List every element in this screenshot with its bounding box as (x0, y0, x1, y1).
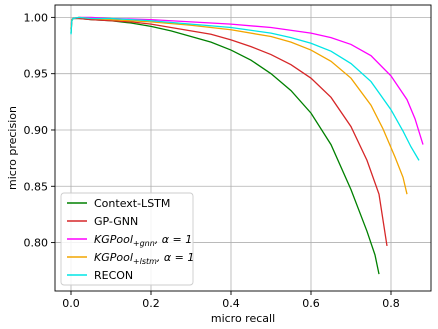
y-tick-label: 1.00 (24, 11, 49, 24)
x-tick-label: 0.6 (302, 297, 320, 310)
legend-box (60, 192, 194, 286)
x-tick-label: 0.0 (62, 297, 80, 310)
legend: Context-LSTM GP-GNN KGPool+gnn, α = 1 KGPoo… (60, 192, 194, 286)
legend-label: KGPool+gnn, α = 1 (94, 233, 192, 248)
y-tick-label: 0.90 (24, 124, 49, 137)
legend-label: RECON (94, 269, 133, 282)
legend-label: KGPool+lstm, α = 1 (94, 251, 194, 266)
series-line-3 (70, 16, 408, 195)
x-axis-label: micro recall (211, 312, 275, 325)
series-lines (70, 16, 424, 275)
x-tick-label: 0.2 (142, 297, 160, 310)
legend-label: GP-GNN (94, 215, 138, 228)
x-tick-label: 0.8 (382, 297, 400, 310)
x-tick-label: 0.4 (222, 297, 240, 310)
series-line-1 (70, 17, 388, 247)
plot-frame (54, 4, 432, 292)
legend-label: Context-LSTM (94, 197, 170, 210)
y-axis-label: micro precision (6, 106, 19, 190)
axes: 0.0 0.2 0.4 0.6 0.8 0.80 0.85 0.90 0.95 1.00 (24, 4, 432, 310)
y-tick-label: 0.80 (24, 237, 49, 250)
y-tick-label: 0.85 (24, 180, 49, 193)
series-line-4 (70, 16, 420, 161)
y-tick-label: 0.95 (24, 68, 49, 81)
